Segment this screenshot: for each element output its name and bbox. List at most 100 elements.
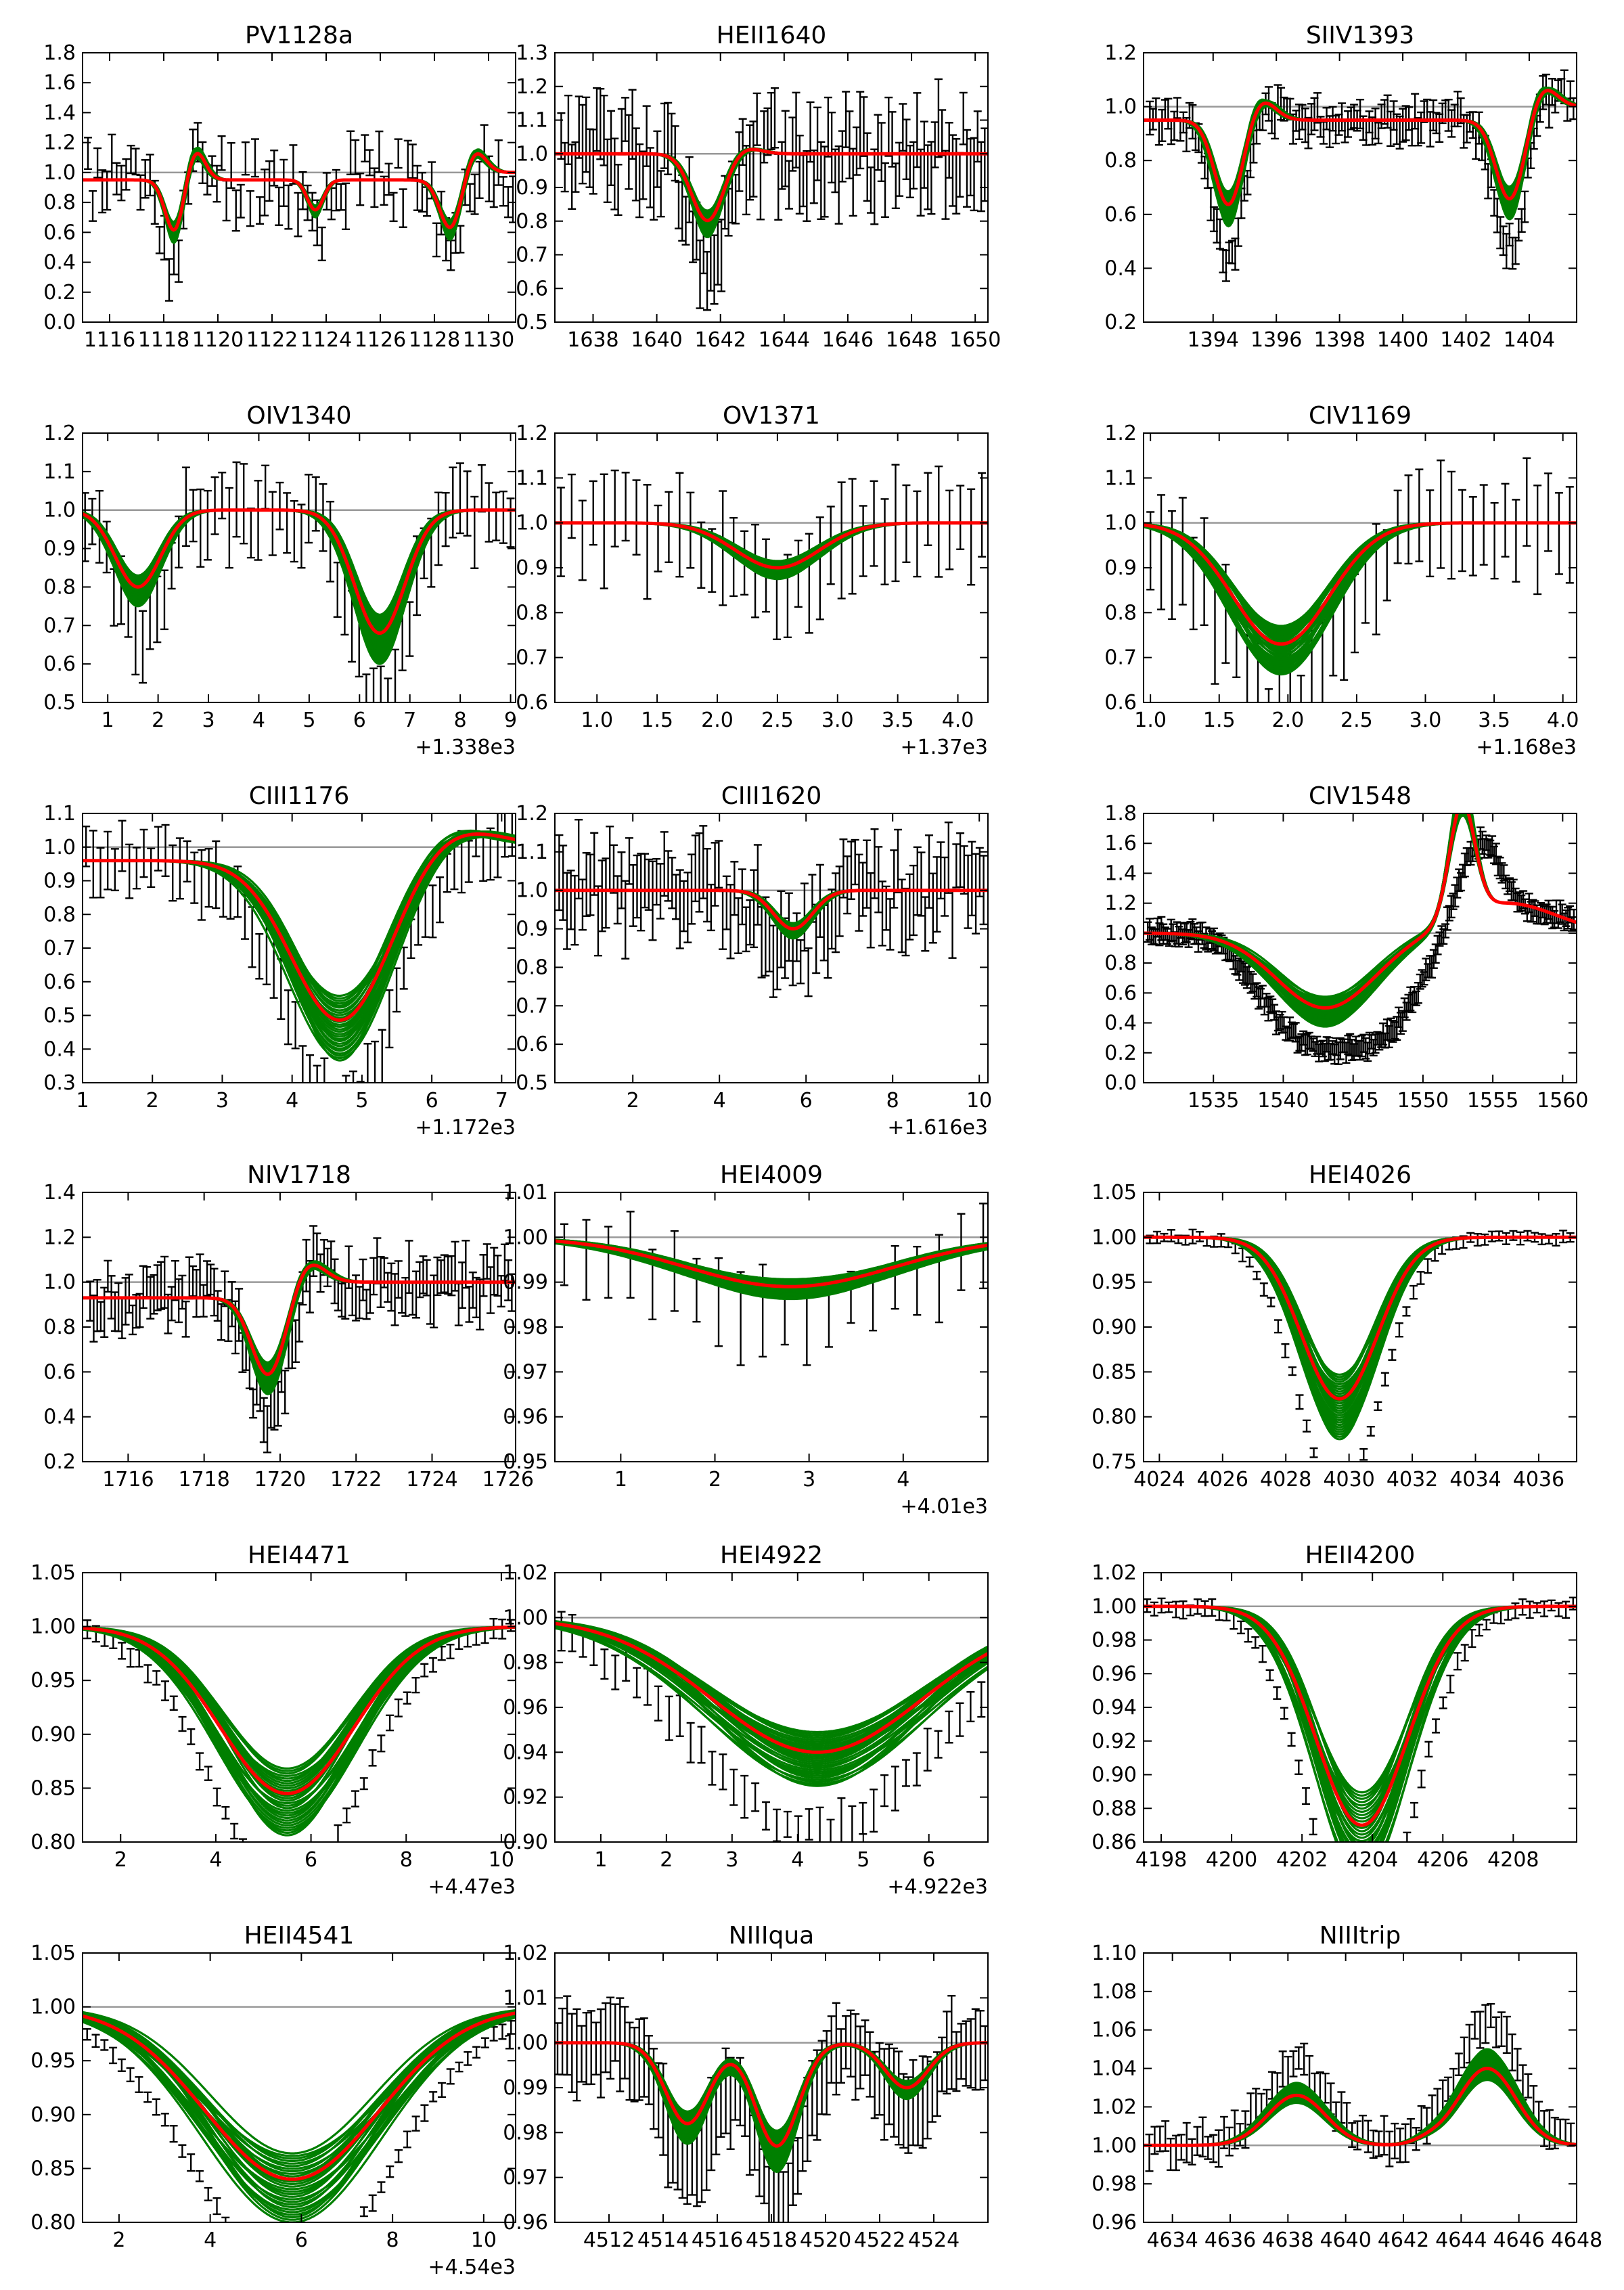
y-tick-label: 0.94 — [1091, 1696, 1137, 1720]
x-tick-label: 1116 — [84, 328, 135, 352]
y-tick-label: 0.6 — [43, 970, 76, 994]
model-sample-line — [555, 149, 988, 234]
model-sample-line — [83, 509, 516, 618]
model-samples — [555, 147, 988, 239]
y-tick-label: 0.5 — [516, 311, 548, 334]
best-fit-line — [83, 1263, 516, 1376]
y-tick-label: 0.0 — [1104, 1071, 1137, 1095]
model-sample-line — [83, 832, 516, 1062]
model-sample-line — [83, 1626, 516, 1832]
y-tick-label: 1.00 — [30, 1615, 76, 1639]
model-sample-line — [1144, 1605, 1577, 1823]
model-sample-line — [1144, 1605, 1577, 1842]
y-tick-label: 1.2 — [1104, 892, 1137, 916]
model-sample-line — [1144, 813, 1577, 1004]
y-tick-label: 0.92 — [1091, 1730, 1137, 1753]
model-samples — [1144, 1605, 1577, 1842]
model-sample-line — [1144, 522, 1577, 652]
observed-data — [83, 1617, 515, 1842]
model-sample-line — [83, 509, 516, 620]
x-tick-label: 4200 — [1206, 1848, 1257, 1872]
panel-pv1128a: 1116 1118 1120 1122 1124 1126 1128 1130 0.0 0.2 0.… — [43, 22, 516, 352]
model-sample-line — [555, 522, 988, 563]
observed-data — [556, 464, 987, 640]
x-tick-label: 3.5 — [882, 709, 914, 732]
x-tick-label: 1394 — [1188, 328, 1239, 352]
y-tick-label: 0.80 — [1091, 1406, 1137, 1429]
panel-ov1371: 1.0 1.5 2.0 2.5 3.0 3.5 4.0 0.6 0.7 0.8 0.9 1.0 1.1 1… — [516, 402, 989, 759]
x-tick-label: 2 — [152, 709, 164, 732]
y-tick-label: 0.6 — [43, 221, 76, 244]
model-sample-line — [1144, 522, 1577, 647]
x-tick-label: 1 — [614, 1468, 627, 1491]
model-sample-line — [83, 149, 516, 229]
x-tick-label: 6 — [304, 1848, 317, 1872]
x-tick-label: 7 — [403, 709, 416, 732]
model-samples — [555, 522, 988, 581]
x-tick-label: 1 — [76, 1089, 89, 1113]
x-tick-label: 4208 — [1487, 1848, 1539, 1872]
y-tick-label: 0.7 — [43, 614, 76, 637]
x-tick-label: 4034 — [1449, 1468, 1501, 1491]
plot-area — [555, 819, 988, 998]
x-offset-label: +1.168e3 — [1476, 736, 1577, 759]
panel-title: OV1371 — [723, 402, 820, 430]
y-tick-label: 1.1 — [43, 460, 76, 484]
plot-area — [83, 813, 516, 1083]
model-samples — [83, 829, 516, 1062]
model-sample-line — [1144, 522, 1577, 663]
y-tick-label: 0.90 — [503, 1831, 548, 1854]
model-sample-line — [1144, 522, 1577, 661]
model-sample-line — [1144, 522, 1577, 640]
model-sample-line — [1144, 1605, 1577, 1836]
y-tick-label: 0.8 — [516, 210, 548, 233]
y-tick-label: 0.8 — [516, 601, 548, 625]
panel-hei4471: 2 4 6 8 10 0.80 0.85 0.90 0.95 1.00 1.05 HEI4471 +4.… — [30, 1542, 516, 1899]
model-samples — [83, 509, 516, 665]
x-tick-label: 6 — [353, 709, 366, 732]
panel-oiv1340: 1 2 3 4 5 6 7 8 9 0.5 0.6 0.7 0.8 0.9 1.0 1.1 1.2 OIV1340… — [43, 402, 517, 759]
model-sample-line — [1144, 813, 1577, 1010]
panel-title: CIV1169 — [1309, 402, 1412, 430]
y-tick-label: 0.75 — [1091, 1450, 1137, 1474]
x-tick-label: 1550 — [1397, 1089, 1449, 1113]
panel-title: CIII1620 — [721, 782, 822, 810]
model-sample-line — [1144, 1605, 1577, 1800]
model-sample-line — [1144, 1236, 1577, 1431]
y-tick-label: 0.6 — [1104, 981, 1137, 1005]
y-tick-label: 1.0 — [43, 1271, 76, 1295]
y-tick-label: 1.0 — [1104, 512, 1137, 535]
plot-area — [555, 464, 988, 640]
y-tick-label: 0.8 — [43, 575, 76, 599]
x-tick-label: 1402 — [1440, 328, 1491, 352]
x-tick-label: 4032 — [1386, 1468, 1438, 1491]
observed-data — [557, 78, 988, 311]
y-tick-label: 0.7 — [516, 646, 548, 670]
plot-area — [555, 1611, 988, 1842]
model-sample-line — [1144, 1605, 1577, 1842]
y-tick-label: 1.2 — [516, 75, 548, 99]
model-sample-line — [1144, 1605, 1577, 1810]
plot-area — [83, 122, 516, 302]
y-tick-label: 1.00 — [1091, 1595, 1137, 1619]
model-sample-line — [1144, 1605, 1577, 1820]
y-tick-label: 1.05 — [30, 1561, 76, 1585]
x-tick-label: 4206 — [1417, 1848, 1468, 1872]
x-tick-label: 1130 — [463, 328, 514, 352]
panel-ciii1176: 1 2 3 4 5 6 7 0.3 0.4 0.5 0.6 0.7 0.8 0.9 1.0 1.1 CIII11… — [43, 782, 516, 1140]
y-tick-label: 1.00 — [503, 1606, 548, 1630]
y-tick-label: 0.7 — [516, 244, 548, 267]
x-tick-label: 3.5 — [1478, 709, 1510, 732]
model-sample-line — [555, 149, 988, 233]
y-tick-label: 1.2 — [1104, 422, 1137, 445]
x-tick-label: 1722 — [330, 1468, 382, 1491]
best-fit-line — [1144, 89, 1577, 206]
model-sample-line — [83, 151, 516, 231]
y-tick-label: 1.0 — [516, 142, 548, 166]
x-tick-label: 3.0 — [821, 709, 854, 732]
model-sample-line — [1144, 813, 1577, 1007]
observed-data — [555, 819, 988, 998]
y-tick-label: 0.7 — [1104, 646, 1137, 670]
x-tick-label: 1.0 — [1134, 709, 1167, 732]
